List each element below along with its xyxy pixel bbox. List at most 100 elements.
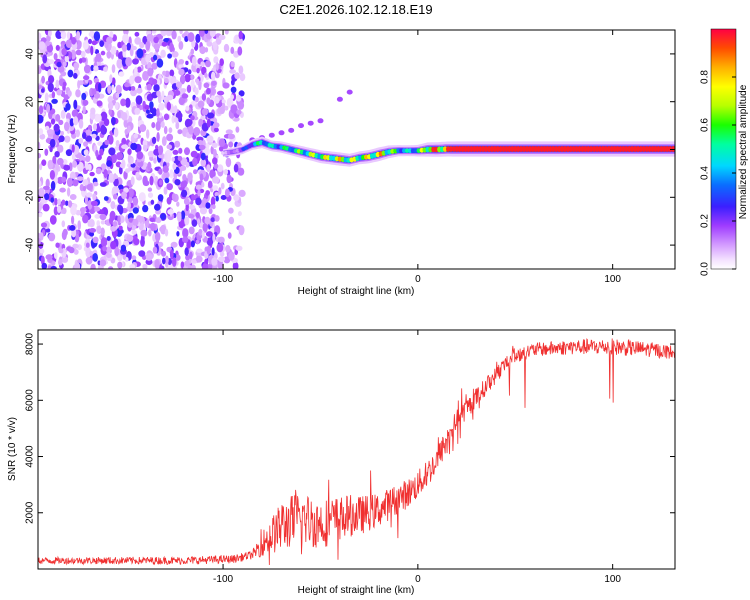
noise-cell [166, 197, 172, 205]
noise-cell [213, 127, 219, 133]
noise-cell [61, 176, 67, 183]
noise-cell [71, 37, 77, 45]
snr-marks [38, 338, 675, 566]
noise-cell [46, 103, 51, 113]
noise-cell [163, 126, 168, 135]
noise-cell [95, 149, 99, 158]
noise-cell [171, 115, 175, 124]
noise-cell [171, 157, 175, 162]
noise-cell [195, 197, 202, 206]
y-tick-label: 40 [25, 48, 36, 60]
noise-cell [195, 255, 203, 263]
noise-cell [134, 76, 142, 84]
noise-cell [100, 220, 106, 225]
noise-cell [57, 198, 61, 206]
y-tick-label: 4000 [25, 445, 36, 468]
noise-cell [175, 81, 183, 89]
noise-cell [227, 133, 235, 140]
noise-cell [163, 186, 168, 195]
noise-cell [96, 220, 100, 227]
colorbar-ticks: 0.0 0.2 0.4 0.6 0.8 [700, 70, 736, 276]
noise-cell [79, 208, 85, 218]
noise-cell [38, 128, 44, 136]
noise-cell [71, 144, 75, 153]
noise-cell [151, 108, 157, 117]
noise-cell [188, 213, 195, 219]
noise-cell [130, 45, 137, 51]
noise-cell [50, 265, 57, 269]
noise-cell [185, 60, 189, 66]
noise-cell [190, 79, 195, 89]
noise-cell [197, 189, 201, 197]
noise-cell [142, 70, 149, 81]
noise-cell [73, 72, 78, 79]
noise-cell [85, 242, 90, 248]
noise-cell [126, 234, 134, 242]
noise-cell [90, 45, 94, 56]
noise-cell [200, 61, 205, 67]
noise-cell [142, 204, 149, 213]
noise-cell [145, 54, 151, 63]
colorbar-tick-label: 0.0 [700, 262, 711, 276]
noise-cell [169, 69, 175, 77]
noise-cell [171, 257, 177, 267]
noise-cell [117, 261, 123, 269]
noise-cell [48, 59, 55, 64]
noise-cell [81, 92, 87, 101]
noise-cell [90, 107, 96, 115]
noise-cell [238, 65, 244, 75]
figure-title: C2E1.2026.102.12.18.E19 [279, 2, 432, 17]
noise-cell [104, 139, 110, 146]
noise-cell [190, 240, 195, 248]
noise-cell [164, 177, 170, 184]
noise-cell [228, 251, 235, 261]
noise-cell [39, 163, 43, 171]
noise-cell [45, 40, 51, 47]
noise-cell [124, 82, 130, 88]
noise-cell [93, 31, 101, 41]
spectrogram-panel: -100 0 100 -40 -20 0 20 40 Height of straight l… [7, 29, 676, 297]
noise-cell [74, 233, 80, 243]
noise-cell [69, 225, 76, 231]
colorbar-gradient [710, 28, 737, 270]
noise-cell [212, 185, 219, 191]
noise-cell [188, 125, 194, 135]
noise-cell [82, 132, 87, 139]
noise-cell [194, 96, 199, 103]
noise-cell [191, 259, 198, 264]
noise-cell [38, 41, 46, 50]
noise-cell [139, 41, 145, 49]
noise-cell [196, 218, 201, 225]
noise-cell [48, 75, 55, 84]
noise-cell [118, 205, 124, 215]
noise-cell [172, 162, 177, 170]
noise-cell [56, 89, 62, 96]
noise-cell [155, 121, 161, 131]
noise-cell [71, 109, 79, 118]
noise-cell [191, 56, 197, 66]
noise-cell [220, 195, 227, 200]
noise-cell [236, 109, 242, 115]
noise-cell [213, 148, 217, 158]
noise-cell [127, 222, 133, 228]
noise-cell [206, 118, 211, 128]
noise-cell [66, 31, 71, 40]
noise-cell [99, 148, 104, 156]
aliased-branch-point [307, 120, 314, 126]
noise-cell [193, 127, 201, 136]
noise-cell [182, 174, 187, 182]
noise-cell [108, 135, 114, 145]
noise-cell [57, 205, 62, 213]
noise-cell [136, 66, 142, 73]
noise-cell [146, 129, 150, 139]
noise-cell [187, 69, 192, 75]
noise-cell [134, 66, 138, 76]
noise-cell [69, 194, 77, 200]
noise-cell [145, 259, 153, 265]
noise-cell [206, 245, 211, 255]
noise-cell [146, 33, 154, 42]
noise-cell [211, 257, 218, 266]
spectrogram-axes: -100 0 100 -40 -20 0 20 40 [25, 30, 675, 285]
noise-cell [78, 119, 84, 129]
noise-cell [180, 165, 187, 171]
